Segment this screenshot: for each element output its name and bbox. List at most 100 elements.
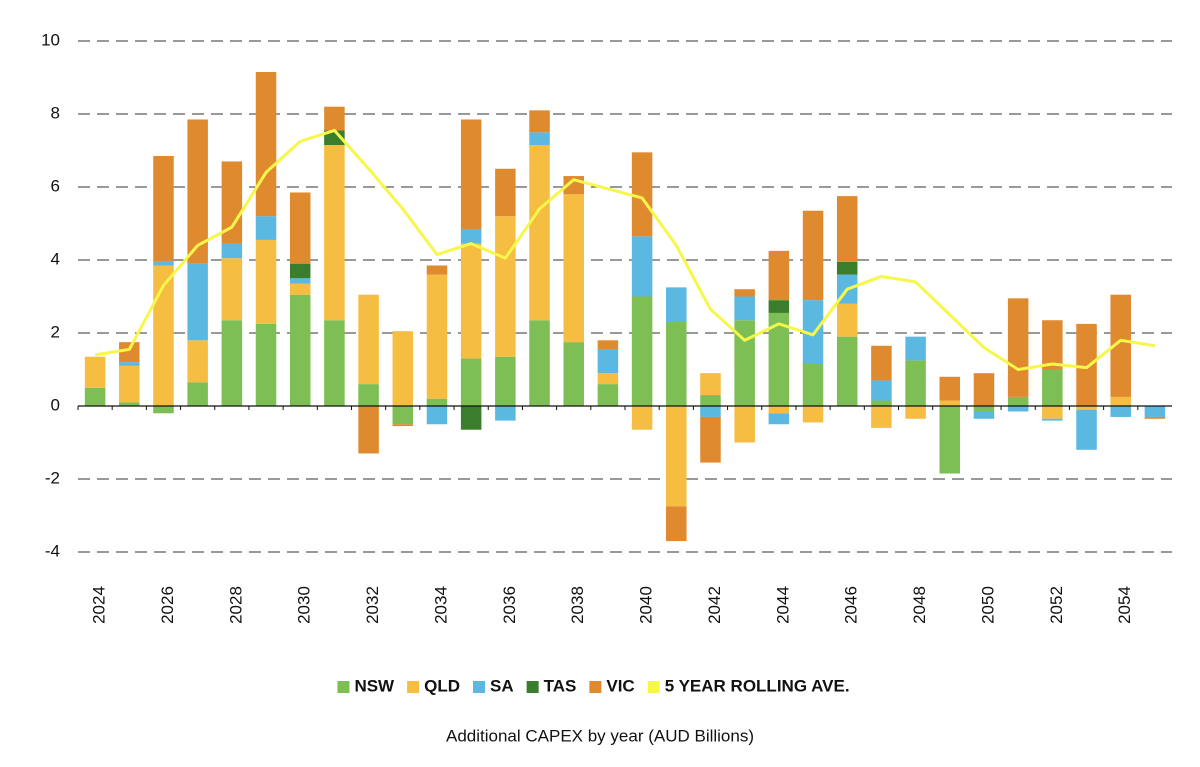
bar-segment <box>700 416 721 463</box>
bar-segment <box>905 406 926 419</box>
bar-segment <box>460 228 482 244</box>
x-tick-label: 2054 <box>1115 586 1134 624</box>
bar-segment <box>119 342 140 363</box>
bar-segment <box>836 261 858 275</box>
x-tick-label: 2044 <box>773 586 792 624</box>
bar-segment <box>1076 323 1097 406</box>
bar-segment <box>939 400 961 406</box>
bar-segment <box>358 294 379 385</box>
x-tick-label: 2040 <box>637 586 656 624</box>
bar-segment <box>666 406 687 507</box>
bar-segment <box>529 132 550 146</box>
bar-segment <box>871 400 892 406</box>
bar-segment <box>187 263 208 341</box>
x-tick-label: 2036 <box>500 586 519 624</box>
bar-segment <box>1007 406 1029 412</box>
bar-segment <box>460 406 482 430</box>
bar-segment <box>495 356 516 406</box>
bar-segment <box>426 265 448 275</box>
bar-segment <box>1076 409 1097 450</box>
bar-segment <box>1076 406 1097 410</box>
bar-segment <box>392 331 414 406</box>
bar-segment <box>119 365 140 403</box>
bar-segment <box>973 406 995 412</box>
bar-segment <box>1042 369 1063 406</box>
bar-segment <box>289 263 311 279</box>
legend-label: QLD <box>424 676 460 695</box>
y-tick-label: 0 <box>51 395 60 414</box>
bar-segment <box>631 296 653 406</box>
x-tick-label: 2028 <box>226 586 245 624</box>
bar-segment <box>1042 406 1063 419</box>
bar-segment <box>597 373 619 385</box>
bar-segment <box>153 261 174 266</box>
y-tick-label: -4 <box>45 541 60 560</box>
bar-segment <box>392 424 414 427</box>
bar-segment <box>221 161 243 244</box>
bar-segment <box>597 340 619 350</box>
bar-segment <box>563 342 584 406</box>
x-tick-label: 2030 <box>295 586 314 624</box>
bar-segment <box>734 289 755 297</box>
bar-segment <box>358 384 379 406</box>
bar-segment <box>700 406 721 417</box>
bar-segment <box>255 239 277 324</box>
legend-label: TAS <box>544 676 577 695</box>
bar-segment <box>1110 294 1131 397</box>
x-tick-label: 2024 <box>90 586 109 624</box>
bar-segment <box>939 406 961 474</box>
bar-segment <box>1144 416 1166 419</box>
bar-segment <box>289 192 311 264</box>
bar-segment <box>221 258 243 321</box>
bar-segment <box>255 216 277 240</box>
bar-segment <box>221 320 243 406</box>
bar-segment <box>289 294 311 406</box>
bar-segment <box>1110 396 1131 406</box>
bar-segment <box>255 323 277 406</box>
y-tick-label: -2 <box>45 468 60 487</box>
bar-segment <box>905 336 926 361</box>
bar-segment <box>495 406 516 421</box>
bar-segment <box>426 398 448 406</box>
bar-segment <box>119 402 140 406</box>
bar-segment <box>768 250 790 301</box>
bar-segment <box>700 395 721 406</box>
bar-segment <box>324 106 345 131</box>
bar-segment <box>836 196 858 262</box>
y-tick-label: 8 <box>51 103 60 122</box>
bar-segment <box>529 110 550 133</box>
bar-segment <box>221 243 243 259</box>
legend-swatch <box>526 681 539 693</box>
line-series <box>94 128 1156 371</box>
legend-swatch <box>647 681 660 693</box>
y-tick-label: 2 <box>51 322 60 341</box>
bar-segment <box>666 322 687 406</box>
x-tick-label: 2050 <box>978 586 997 624</box>
bar-segment <box>871 406 892 428</box>
bar-segment <box>597 384 619 406</box>
bar-segment <box>1007 298 1029 397</box>
bar-segment <box>426 406 448 425</box>
bar-segment <box>802 406 824 423</box>
y-tick-label: 10 <box>41 30 60 49</box>
bar-segment <box>700 373 721 396</box>
bar-segment <box>768 413 790 425</box>
bar-segment <box>631 236 653 297</box>
bar-segment <box>187 382 208 406</box>
x-tick-label: 2048 <box>910 586 929 624</box>
bar-segment <box>460 243 482 359</box>
bar-segment <box>802 364 824 406</box>
bar-segment <box>392 406 414 425</box>
legend-swatch <box>589 681 602 693</box>
bar-segment <box>768 312 790 406</box>
bar-segment <box>802 300 824 365</box>
legend-swatch <box>407 681 420 693</box>
bar-segment <box>289 278 311 284</box>
legend-label: 5 YEAR ROLLING AVE. <box>665 676 850 695</box>
bar-segment <box>734 406 755 443</box>
bar-segment <box>324 320 345 406</box>
y-tick-label: 4 <box>51 249 60 268</box>
bar-segment <box>529 145 550 321</box>
y-tick-label: 6 <box>51 176 60 195</box>
bar-segment <box>1042 320 1063 370</box>
